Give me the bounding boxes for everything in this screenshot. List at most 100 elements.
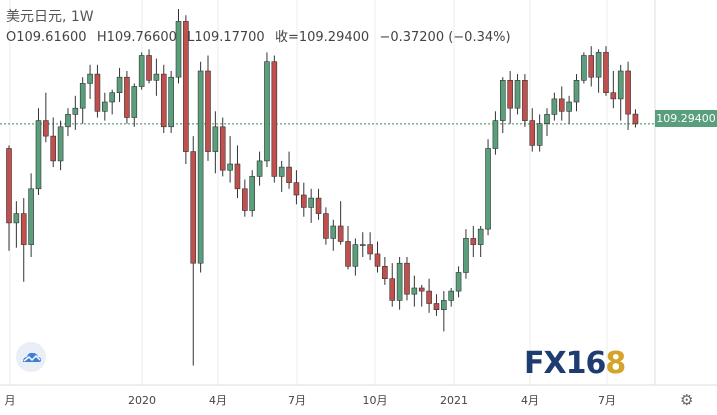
candle — [131, 83, 138, 127]
open-value: O109.61600 — [6, 30, 87, 45]
candle-body — [168, 76, 174, 128]
candle — [315, 188, 322, 220]
candle — [426, 278, 432, 313]
candle — [175, 9, 182, 84]
logo-accent: 8 — [605, 346, 626, 381]
candle-body — [595, 52, 602, 78]
candle-body — [197, 70, 204, 264]
candle — [595, 49, 602, 93]
candle — [625, 61, 631, 130]
candle-body — [603, 52, 609, 94]
candle-body — [205, 70, 211, 152]
candle — [43, 92, 49, 143]
candle-body — [566, 101, 572, 112]
candle-body — [234, 163, 241, 190]
candle-body — [160, 73, 167, 128]
candle-body — [271, 61, 278, 177]
candle-body — [293, 182, 300, 196]
candle — [603, 46, 609, 96]
candle-body — [102, 101, 108, 112]
candle-body — [507, 80, 513, 109]
candle-body — [94, 73, 101, 112]
x-axis: 月 2020 4月 7月 10月 2021 4月 7月 — [5, 394, 617, 407]
candle — [28, 173, 34, 257]
candle-body — [175, 21, 182, 78]
candle — [330, 219, 337, 251]
candle-body — [433, 303, 440, 310]
candle — [242, 179, 248, 217]
x-tick-label: 7月 — [288, 394, 306, 407]
candle — [382, 257, 388, 285]
candle — [234, 145, 241, 199]
candle — [197, 61, 204, 273]
low-value: L109.17700 — [187, 30, 265, 45]
candle — [249, 170, 256, 217]
x-tick-label: 2021 — [440, 394, 468, 407]
candle — [617, 64, 624, 121]
candle-body — [146, 55, 152, 81]
candle — [94, 64, 101, 118]
candle-body — [278, 166, 285, 177]
candle — [581, 52, 587, 84]
candle — [477, 226, 484, 257]
candle-body — [470, 238, 477, 245]
candle — [359, 232, 366, 257]
candle-body — [109, 92, 115, 103]
candle-body — [529, 120, 536, 146]
candle-body — [617, 70, 624, 100]
candle-body — [492, 120, 499, 149]
candle — [87, 64, 93, 99]
candle-body — [455, 272, 462, 292]
candle-body — [256, 160, 263, 177]
x-tick-label: 4月 — [521, 394, 539, 407]
candle-body — [124, 76, 130, 118]
candle-body — [625, 70, 631, 115]
candle-body — [286, 166, 292, 183]
candle — [6, 145, 12, 251]
candle-body — [396, 262, 403, 301]
last-price-tag: 109.29400 — [655, 110, 717, 127]
candle — [256, 151, 263, 186]
candle-body — [352, 244, 359, 267]
candle — [20, 198, 27, 282]
candle-body — [477, 228, 484, 245]
candle-body — [43, 120, 49, 137]
symbol-label[interactable]: 美元日元, 1W — [6, 9, 94, 25]
gear-icon[interactable]: ⚙ — [680, 391, 694, 409]
candle — [352, 238, 359, 276]
candle — [138, 52, 145, 90]
candle-body — [345, 241, 351, 267]
cloud-icon[interactable] — [16, 342, 46, 372]
candle — [470, 226, 477, 257]
candle — [124, 71, 130, 124]
candle — [205, 55, 211, 161]
candle-body — [418, 287, 425, 292]
candle — [57, 120, 64, 171]
candle — [50, 117, 57, 168]
candle — [433, 294, 440, 316]
candle — [35, 108, 42, 195]
candle-body — [6, 148, 12, 224]
candle — [337, 201, 344, 245]
candle — [300, 182, 307, 217]
candle — [499, 77, 506, 133]
candle-body — [389, 278, 396, 301]
candle — [566, 95, 572, 124]
candle-body — [374, 253, 381, 267]
candle — [536, 114, 543, 152]
candle — [212, 111, 219, 174]
candle — [455, 266, 462, 298]
candle-body — [588, 55, 595, 78]
candle — [404, 257, 410, 301]
candle — [396, 257, 403, 310]
candle — [522, 74, 528, 127]
candle-body — [116, 76, 123, 93]
candle — [219, 117, 226, 177]
candle-body — [212, 126, 219, 152]
candle — [418, 284, 425, 307]
candle — [507, 71, 513, 124]
candle-body — [581, 55, 587, 81]
candle-body — [551, 98, 558, 115]
candle — [79, 77, 86, 124]
